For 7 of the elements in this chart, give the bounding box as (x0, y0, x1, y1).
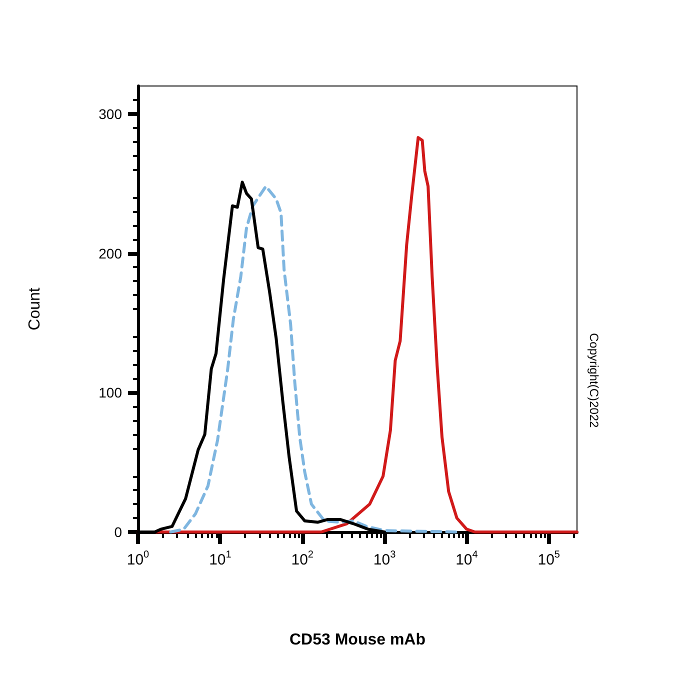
x-axis-title: CD53 Mouse mAb (289, 632, 426, 648)
y-tick-label: 100 (98, 384, 122, 401)
y-axis-title: Count (26, 287, 44, 330)
y-tick-label: 0 (114, 524, 122, 540)
y-tick-label: 300 (98, 106, 122, 122)
y-tick-label: 200 (98, 245, 122, 262)
text: Copyright(C)2022 (587, 333, 601, 428)
